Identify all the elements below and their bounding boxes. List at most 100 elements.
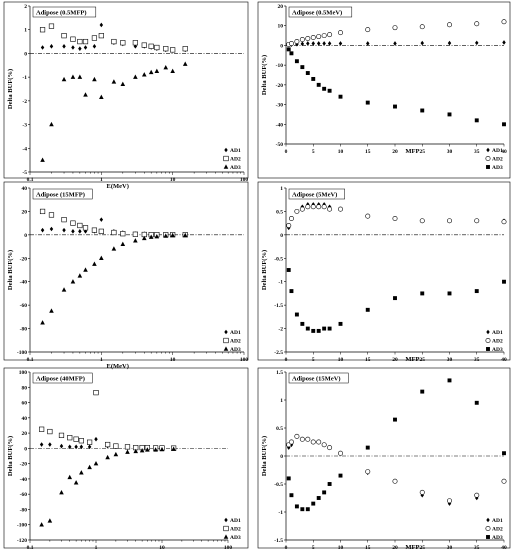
data-point (67, 474, 73, 480)
legend-label: AD2 (230, 157, 241, 163)
series-ad3 (39, 446, 176, 527)
data-point (49, 226, 54, 232)
x-axis-title: E(MeV) (107, 183, 129, 190)
data-point (92, 44, 97, 49)
data-point (77, 38, 83, 45)
x-tick-label: 40 (501, 545, 507, 550)
data-point (501, 219, 507, 225)
data-point (305, 326, 310, 331)
legend-marker (223, 337, 229, 344)
x-tick-label: 10 (170, 357, 176, 363)
data-point (39, 208, 46, 215)
data-point (295, 41, 299, 47)
data-point (502, 122, 506, 127)
x-tick-label: 100 (240, 177, 249, 183)
legend: AD1 AD2 AD3 (223, 329, 241, 353)
y-tick-label: 0 (24, 446, 27, 452)
data-point (105, 454, 110, 460)
data-point (141, 42, 147, 48)
data-point (40, 227, 45, 233)
data-point (447, 291, 452, 296)
panel-title-box: Adipose (40MFP) (32, 372, 93, 384)
data-point (316, 496, 321, 500)
panel-frame (257, 181, 511, 361)
data-point (322, 41, 326, 46)
y-tick-label: 2 (24, 4, 27, 10)
data-point (419, 24, 425, 30)
legend-label: AD2 (492, 339, 503, 345)
data-point (77, 273, 83, 278)
data-point (163, 46, 169, 52)
series-ad2 (286, 433, 507, 504)
data-point (170, 47, 176, 53)
data-point (300, 507, 305, 512)
y-tick-label: 20 (278, 4, 284, 10)
data-point (392, 215, 398, 221)
data-point (447, 218, 452, 224)
x-tick-label: 0 (285, 545, 288, 550)
data-point (39, 442, 44, 447)
y-tick-label: -30 (276, 103, 284, 109)
x-axis-title: MFP (405, 148, 419, 155)
data-point (321, 442, 327, 448)
data-point (316, 439, 322, 445)
y-tick-label: 0 (280, 43, 283, 49)
x-tick-label: 40 (501, 357, 507, 363)
legend-marker (224, 517, 228, 523)
x-axis-title: E(MeV) (107, 363, 129, 370)
legend-marker (485, 526, 491, 531)
data-point (113, 443, 119, 449)
data-point (287, 445, 291, 450)
y-tick-label: -0.5 (274, 256, 283, 262)
data-point (392, 25, 398, 31)
data-point (77, 74, 83, 79)
data-point (133, 448, 139, 454)
series-ad1 (287, 40, 506, 48)
data-point (299, 37, 305, 42)
data-point (289, 289, 294, 294)
data-point (170, 232, 175, 238)
legend-marker (223, 534, 229, 539)
data-point (288, 215, 294, 221)
data-point (305, 36, 311, 42)
y-tick-label: 20 (22, 431, 28, 437)
data-point (70, 279, 76, 284)
data-point (120, 241, 126, 246)
data-point (78, 438, 84, 444)
y-axis-title: Delta BUF(%) (261, 436, 268, 476)
data-point (145, 447, 150, 452)
x-tick-label: 30 (447, 357, 453, 363)
legend: AD1 AD2 AD3 (485, 517, 503, 541)
series-ad3 (286, 378, 506, 512)
data-point (300, 321, 305, 326)
data-point (120, 81, 126, 86)
legend-label: AD3 (230, 535, 241, 541)
y-tick-label: -100 (17, 523, 27, 529)
y-tick-label: 1.5 (276, 370, 283, 376)
data-point (392, 478, 398, 484)
data-point (310, 204, 316, 210)
data-point (474, 400, 479, 405)
data-point (305, 204, 311, 210)
data-point (305, 436, 311, 442)
legend-label: AD1 (492, 148, 503, 154)
data-point (447, 112, 452, 117)
data-point (310, 439, 316, 445)
title-frame (32, 6, 97, 18)
data-point (141, 72, 147, 77)
data-point (82, 225, 89, 231)
legend-label: AD2 (230, 527, 241, 533)
data-point (316, 34, 322, 40)
data-point (311, 41, 315, 46)
data-point (70, 74, 76, 79)
y-tick-label: -2.5 (274, 350, 283, 356)
y-tick-label: -40 (276, 122, 284, 128)
x-tick-label: 15 (365, 357, 371, 363)
legend-label: AD3 (492, 347, 503, 353)
series-ad3 (40, 61, 188, 162)
y-tick-label: -1 (278, 510, 283, 516)
data-point (170, 68, 175, 73)
x-tick-label: 30 (447, 545, 453, 550)
data-point (49, 121, 54, 127)
